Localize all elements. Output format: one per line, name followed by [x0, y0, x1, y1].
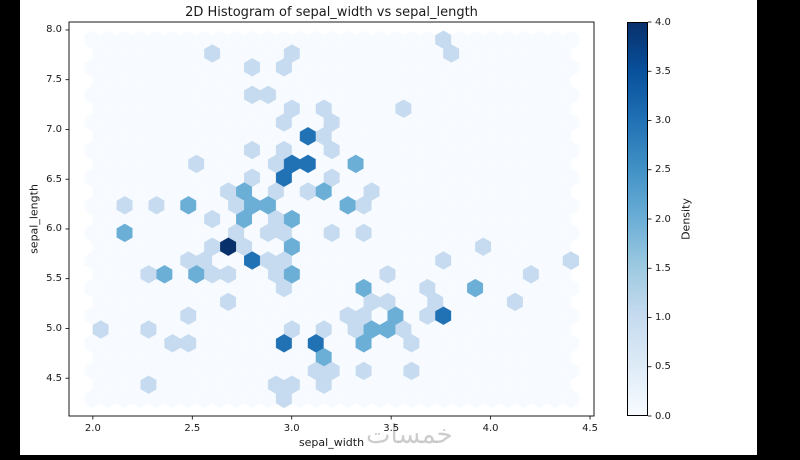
- x-tick-label: 4.0: [482, 423, 499, 434]
- x-tick-label: 2.0: [84, 423, 101, 434]
- hexbin-cells: [84, 30, 580, 409]
- x-tick-label: 3.5: [383, 423, 400, 434]
- y-tick-label: 8.0: [46, 24, 62, 36]
- colorbar-tick-label: 1.5: [655, 262, 671, 274]
- colorbar-tick-label: 2.5: [655, 164, 671, 176]
- x-axis-label: sepal_width: [298, 436, 365, 449]
- hex-cell: [562, 389, 580, 409]
- y-tick-label: 5.0: [46, 322, 62, 334]
- colorbar-tick-label: 0.0: [655, 410, 671, 422]
- x-tick-label: 3.0: [283, 423, 300, 434]
- colorbar-tick-label: 3.0: [655, 115, 671, 126]
- colorbar: [627, 22, 648, 416]
- colorbar-tick-label: 4.0: [655, 16, 671, 28]
- colorbar-tick-label: 3.5: [655, 65, 671, 77]
- hexbin-plot: [65, 21, 652, 420]
- colorbar-tick-label: 1.0: [655, 312, 671, 323]
- colorbar-tick-label: 0.5: [655, 361, 671, 373]
- colorbar-tick-label: 2.0: [655, 213, 671, 225]
- y-axis-label: sepal_length: [27, 184, 41, 254]
- y-tick-label: 7.5: [46, 74, 62, 86]
- chart-title: 2D Histogram of sepal_width vs sepal_len…: [185, 5, 478, 20]
- y-tick-label: 7.0: [46, 123, 62, 135]
- y-tick-label: 4.5: [46, 372, 62, 384]
- x-tick-label: 4.5: [582, 423, 598, 434]
- watermark: خمسات: [366, 420, 453, 450]
- y-tick-label: 6.5: [46, 173, 62, 185]
- plot-frame: [68, 21, 595, 417]
- y-tick-label: 5.5: [46, 273, 62, 285]
- y-tick-label: 6.0: [46, 223, 62, 235]
- figure-canvas: 2D Histogram of sepal_width vs sepal_len…: [20, 0, 757, 455]
- x-tick-label: 2.5: [184, 423, 201, 434]
